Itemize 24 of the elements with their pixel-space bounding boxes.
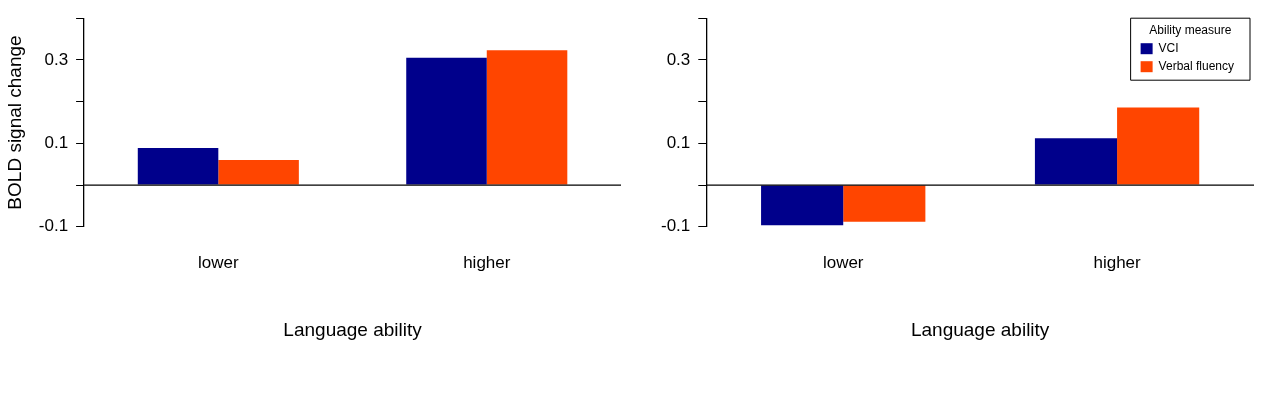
x-axis-title: Language ability <box>283 318 423 340</box>
bar <box>137 147 219 185</box>
bar <box>1034 138 1118 185</box>
x-axis-title: Language ability <box>910 318 1050 340</box>
x-tick-label: higher <box>1093 252 1142 272</box>
bar <box>1117 107 1200 185</box>
bar <box>843 185 926 222</box>
bar <box>486 50 568 185</box>
bar <box>406 57 487 185</box>
y-tick-label: 0.1 <box>666 133 691 153</box>
legend-label: Verbal fluency <box>1158 58 1235 73</box>
bar <box>761 185 844 226</box>
x-tick-label: higher <box>463 252 511 272</box>
legend-label: VCI <box>1158 40 1179 55</box>
y-axis-title: BOLD signal change <box>3 35 25 210</box>
y-tick-label: 0.3 <box>44 49 69 69</box>
legend-title: Ability measure <box>1149 22 1232 37</box>
y-tick-label: -0.1 <box>38 216 69 236</box>
y-tick-label: -0.1 <box>661 216 691 236</box>
x-tick-label: lower <box>198 252 239 272</box>
y-tick-label: 0.3 <box>666 49 691 69</box>
y-tick-label: 0.1 <box>44 133 69 153</box>
bar <box>218 160 299 185</box>
x-tick-label: lower <box>822 252 864 272</box>
